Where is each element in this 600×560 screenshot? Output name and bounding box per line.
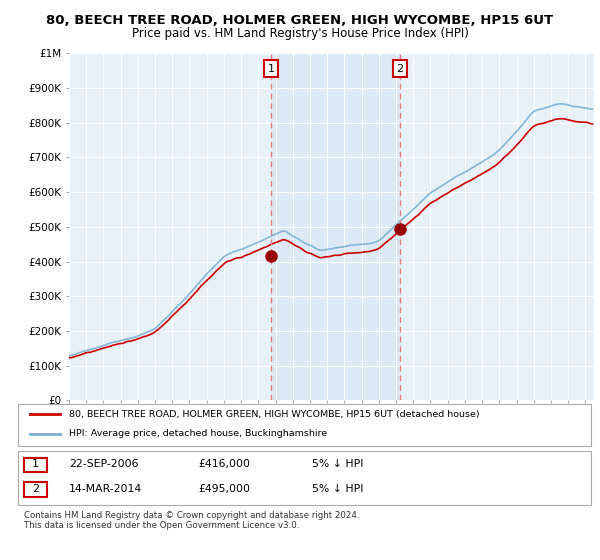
Text: 22-SEP-2006: 22-SEP-2006 xyxy=(69,459,139,469)
Text: 5% ↓ HPI: 5% ↓ HPI xyxy=(312,459,364,469)
Text: £416,000: £416,000 xyxy=(198,459,250,469)
Text: HPI: Average price, detached house, Buckinghamshire: HPI: Average price, detached house, Buck… xyxy=(69,430,327,438)
Text: 1: 1 xyxy=(268,64,274,74)
Text: 80, BEECH TREE ROAD, HOLMER GREEN, HIGH WYCOMBE, HP15 6UT: 80, BEECH TREE ROAD, HOLMER GREEN, HIGH … xyxy=(46,14,554,27)
Text: 2: 2 xyxy=(32,484,39,494)
Text: 1: 1 xyxy=(32,459,39,469)
Text: 2: 2 xyxy=(396,64,403,74)
Text: 5% ↓ HPI: 5% ↓ HPI xyxy=(312,484,364,494)
Bar xyxy=(271,53,400,400)
Text: Price paid vs. HM Land Registry's House Price Index (HPI): Price paid vs. HM Land Registry's House … xyxy=(131,27,469,40)
Text: £495,000: £495,000 xyxy=(198,484,250,494)
Text: Contains HM Land Registry data © Crown copyright and database right 2024.
This d: Contains HM Land Registry data © Crown c… xyxy=(24,511,359,530)
Text: 14-MAR-2014: 14-MAR-2014 xyxy=(69,484,142,494)
Text: 80, BEECH TREE ROAD, HOLMER GREEN, HIGH WYCOMBE, HP15 6UT (detached house): 80, BEECH TREE ROAD, HOLMER GREEN, HIGH … xyxy=(69,410,479,419)
